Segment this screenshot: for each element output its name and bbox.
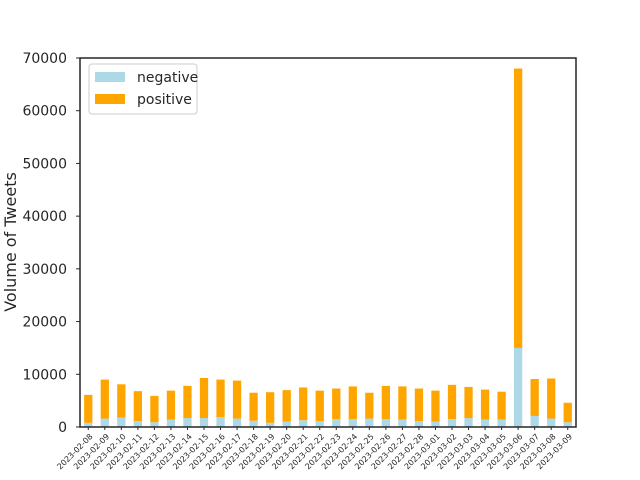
bar-negative-2023-03-08 <box>547 418 556 427</box>
y-tick-label: 20000 <box>22 315 67 331</box>
bar-negative-2023-02-20 <box>282 421 291 427</box>
bar-positive-2023-03-08 <box>547 378 556 419</box>
bars-layer <box>84 68 572 427</box>
bar-negative-2023-02-25 <box>365 418 374 427</box>
bar-negative-2023-02-11 <box>133 421 142 427</box>
bar-positive-2023-02-10 <box>117 384 126 418</box>
bar-negative-2023-02-22 <box>315 421 324 427</box>
bar-negative-2023-03-06 <box>514 347 523 427</box>
bar-negative-2023-02-08 <box>84 422 93 427</box>
bar-positive-2023-02-22 <box>315 390 324 422</box>
bar-negative-2023-02-17 <box>232 418 242 427</box>
y-axis-title: Volume of Tweets <box>1 172 20 312</box>
bar-positive-2023-02-13 <box>166 390 176 420</box>
bar-negative-2023-02-19 <box>266 422 275 427</box>
bar-negative-2023-02-14 <box>183 418 192 427</box>
bar-positive-2023-02-18 <box>249 392 258 421</box>
bar-positive-2023-03-09 <box>563 402 572 423</box>
bar-negative-2023-02-28 <box>414 421 424 427</box>
bar-positive-2023-02-09 <box>100 379 109 419</box>
bar-negative-2023-03-09 <box>563 422 572 427</box>
y-tick-label: 30000 <box>22 262 67 278</box>
bar-positive-2023-02-23 <box>332 388 341 420</box>
bar-positive-2023-03-02 <box>447 384 457 420</box>
legend-label-positive: positive <box>137 92 192 108</box>
bar-positive-2023-02-26 <box>381 385 390 420</box>
bar-positive-2023-02-11 <box>133 391 142 422</box>
bar-positive-2023-02-28 <box>414 388 424 422</box>
bar-positive-2023-03-06 <box>514 68 523 348</box>
bar-positive-2023-02-25 <box>365 392 374 419</box>
bar-negative-2023-02-23 <box>332 419 341 427</box>
bar-positive-2023-02-19 <box>266 392 275 423</box>
y-tick-label: 10000 <box>22 367 67 383</box>
bar-negative-2023-03-03 <box>464 418 473 427</box>
bar-negative-2023-03-07 <box>530 415 539 427</box>
y-tick-label: 60000 <box>22 104 67 120</box>
y-axis: 0 10000 20000 30000 40000 50000 60000 70000 <box>22 51 80 436</box>
bar-negative-2023-02-24 <box>348 419 357 427</box>
bar-negative-2023-02-27 <box>398 419 407 427</box>
bar-negative-2023-02-13 <box>166 419 176 427</box>
bar-positive-2023-03-04 <box>480 389 490 420</box>
bar-positive-2023-03-03 <box>464 386 473 419</box>
y-tick-label: 50000 <box>22 156 67 172</box>
bar-positive-2023-02-08 <box>84 394 93 423</box>
bar-positive-2023-02-16 <box>216 379 225 417</box>
bar-positive-2023-03-01 <box>431 390 440 422</box>
y-tick-label: 0 <box>58 420 67 436</box>
bar-negative-2023-03-01 <box>431 421 440 427</box>
bar-positive-2023-03-07 <box>530 379 539 416</box>
legend: negative positive <box>88 63 198 115</box>
bar-negative-2023-03-04 <box>480 419 490 427</box>
bar-negative-2023-02-10 <box>117 417 126 427</box>
bar-positive-2023-02-14 <box>183 385 192 419</box>
bar-negative-2023-02-16 <box>216 416 225 427</box>
bar-negative-2023-02-15 <box>199 418 209 427</box>
bar-positive-2023-02-20 <box>282 390 291 422</box>
bar-negative-2023-03-02 <box>447 419 457 427</box>
bar-negative-2023-02-09 <box>100 418 109 427</box>
bar-positive-2023-02-21 <box>299 387 308 421</box>
bar-positive-2023-02-12 <box>150 395 159 423</box>
bar-negative-2023-02-12 <box>150 422 159 427</box>
bar-positive-2023-03-05 <box>497 391 506 420</box>
bar-negative-2023-03-05 <box>497 419 506 427</box>
plot-frame <box>79 57 577 428</box>
bar-positive-2023-02-24 <box>348 386 357 420</box>
legend-swatch-positive <box>95 94 125 104</box>
bar-negative-2023-02-18 <box>249 420 258 427</box>
bar-negative-2023-02-21 <box>299 420 308 427</box>
legend-swatch-negative <box>95 72 125 82</box>
bar-positive-2023-02-15 <box>199 377 209 419</box>
bar-positive-2023-02-27 <box>398 386 407 420</box>
y-tick-label: 40000 <box>22 209 67 225</box>
y-tick-label: 70000 <box>22 51 67 67</box>
legend-label-negative: negative <box>137 70 198 86</box>
bar-positive-2023-02-17 <box>232 380 242 419</box>
bar-negative-2023-02-26 <box>381 419 390 427</box>
